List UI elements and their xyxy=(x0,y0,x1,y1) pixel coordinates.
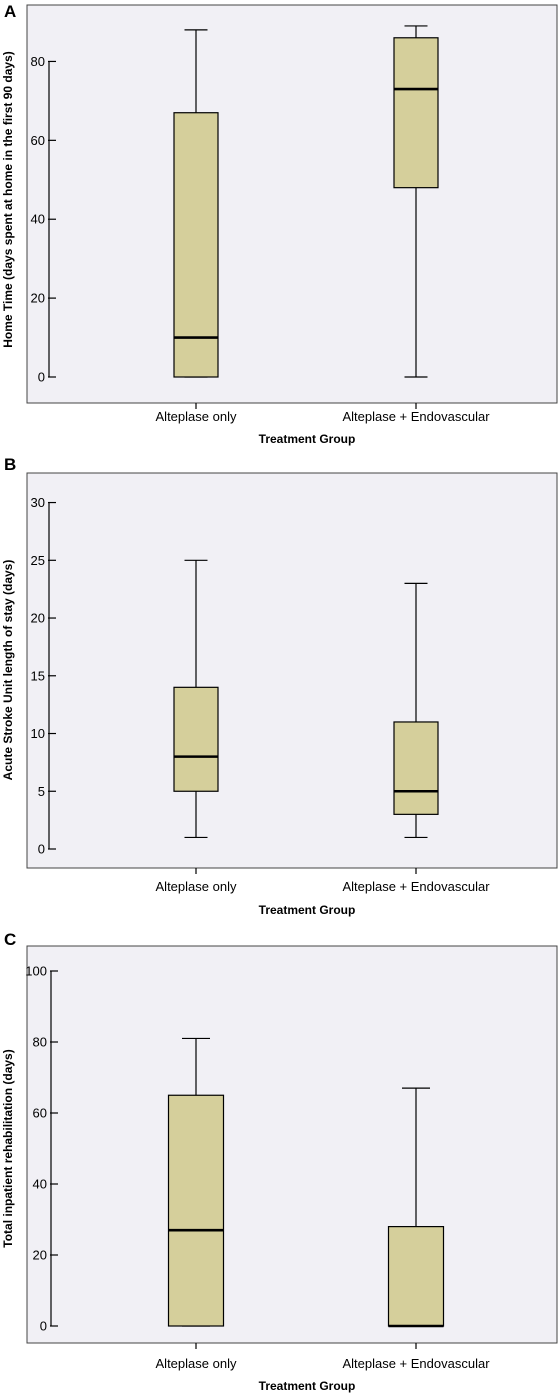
box-1 xyxy=(173,29,219,378)
box-2 xyxy=(387,1087,445,1328)
plot-area xyxy=(26,4,558,404)
box-2 xyxy=(393,582,439,839)
x-category-label: Alteplase only xyxy=(156,879,237,894)
x-category-label: Alteplase only xyxy=(156,409,237,424)
x-category-label: Alteplase + Endovascular xyxy=(342,1356,490,1371)
y-tick-label: 80 xyxy=(33,1035,47,1050)
iqr-box xyxy=(167,1094,225,1327)
panel-c: C 0 20 40 60 80 100 Alteplase only Alteplase + E… xyxy=(0,928,560,1396)
box-1 xyxy=(167,1037,225,1327)
y-tick-label: 25 xyxy=(31,553,45,568)
y-axis-title: Total inpatient rehabilitation (days) xyxy=(1,1049,15,1247)
y-tick-label: 10 xyxy=(31,726,45,741)
y-tick-label: 100 xyxy=(25,964,47,979)
plot-area xyxy=(26,472,558,869)
x-category-label: Alteplase only xyxy=(156,1356,237,1371)
box-plot-inpatient-rehab: C 0 20 40 60 80 100 Alteplase only Alteplase + E… xyxy=(1,930,558,1393)
iqr-box xyxy=(173,686,219,792)
y-tick-label: 40 xyxy=(31,212,45,227)
panel-letter: C xyxy=(4,930,16,949)
panel-a: A 0 20 40 60 80 Alteplase only Alteplase + Endo… xyxy=(0,0,560,450)
iqr-box xyxy=(387,1226,445,1327)
x-category-label: Alteplase + Endovascular xyxy=(342,409,490,424)
y-axis-title: Acute Stroke Unit length of stay (days) xyxy=(1,560,15,781)
y-tick-label: 15 xyxy=(31,668,45,683)
x-category-label: Alteplase + Endovascular xyxy=(342,879,490,894)
y-tick-label: 30 xyxy=(31,495,45,510)
y-tick-label: 60 xyxy=(33,1106,47,1121)
y-tick-label: 40 xyxy=(33,1177,47,1192)
y-tick-label: 0 xyxy=(38,842,45,857)
box-2 xyxy=(393,25,439,378)
box-plot-home-time: A 0 20 40 60 80 Alteplase only Alteplase + Endo… xyxy=(1,2,558,446)
y-tick-label: 0 xyxy=(38,370,45,385)
y-tick-label: 20 xyxy=(31,611,45,626)
box-plot-stroke-unit-stay: B 0 5 10 15 20 25 30 Alteplase only Alteplase + E… xyxy=(1,455,558,917)
y-tick-label: 60 xyxy=(31,133,45,148)
y-tick-label: 20 xyxy=(33,1248,47,1263)
y-tick-label: 5 xyxy=(38,784,45,799)
box-1 xyxy=(173,559,219,839)
panel-letter: A xyxy=(4,2,16,21)
y-tick-label: 20 xyxy=(31,291,45,306)
panel-b: B 0 5 10 15 20 25 30 Alteplase only Alteplase + E… xyxy=(0,455,560,920)
iqr-box xyxy=(393,37,439,189)
x-axis-title: Treatment Group xyxy=(259,903,356,917)
plot-area xyxy=(26,945,558,1344)
y-tick-label: 0 xyxy=(40,1319,47,1334)
iqr-box xyxy=(393,721,439,815)
y-axis-title: Home Time (days spent at home in the fir… xyxy=(1,51,15,348)
x-axis-title: Treatment Group xyxy=(259,1379,356,1393)
iqr-box xyxy=(173,112,219,378)
y-tick-label: 80 xyxy=(31,54,45,69)
panel-letter: B xyxy=(4,455,16,474)
x-axis-title: Treatment Group xyxy=(259,432,356,446)
